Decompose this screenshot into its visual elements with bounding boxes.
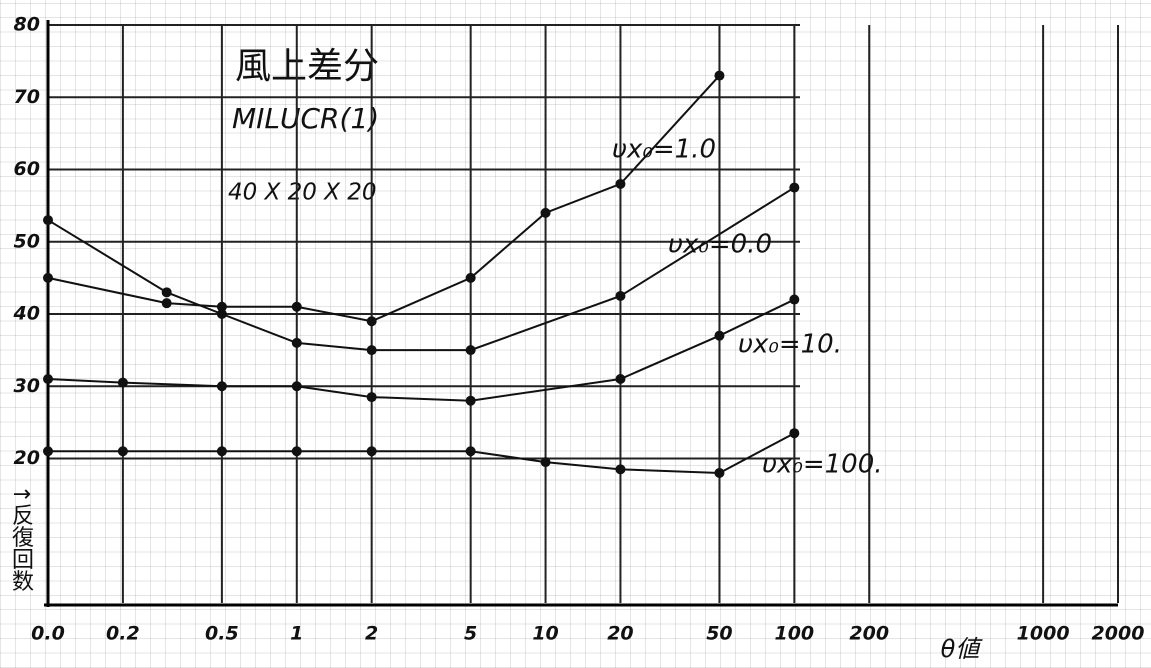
x-tick-label: 2 — [365, 623, 378, 645]
data-point — [43, 272, 53, 283]
data-point — [615, 464, 626, 475]
x-tick-label: 1000 — [1017, 623, 1070, 645]
data-point — [117, 446, 128, 457]
data-point — [465, 446, 476, 457]
data-point — [291, 446, 302, 457]
data-point — [465, 272, 476, 283]
data-point — [216, 446, 227, 457]
series-line — [47, 186, 795, 352]
series-label: υx₀=0.0 — [668, 230, 772, 260]
data-point — [789, 428, 800, 439]
series-label: υx₀=10. — [738, 330, 842, 360]
data-point — [117, 377, 128, 388]
series-line — [48, 432, 795, 474]
data-point — [216, 381, 227, 392]
data-point — [789, 294, 800, 305]
x-tick-label: 5 — [464, 623, 477, 645]
data-point — [216, 301, 227, 312]
data-point — [43, 374, 53, 385]
x-tick-label: 2000 — [1092, 623, 1145, 645]
x-tick-label: 0.5 — [205, 623, 239, 645]
x-tick-label: 20 — [607, 623, 633, 645]
data-point — [714, 330, 725, 341]
grid — [47, 24, 1119, 603]
series-label: υx₀=100. — [762, 450, 883, 480]
y-tick-label: 50 — [14, 230, 40, 252]
data-point — [366, 392, 377, 403]
data-point — [714, 467, 725, 478]
data-point — [43, 215, 53, 226]
data-point — [291, 301, 302, 312]
x-tick-label: 1 — [290, 623, 303, 645]
data-point — [366, 345, 377, 356]
data-point — [615, 374, 626, 385]
y-tick-label: 40 — [13, 303, 40, 325]
y-axis-label: ↑反復回数 — [8, 485, 34, 592]
data-point — [161, 298, 172, 309]
data-point — [714, 70, 725, 81]
x-tick-label: 0.2 — [106, 623, 140, 645]
data-point — [216, 309, 227, 319]
y-tick-label: 20 — [14, 447, 40, 469]
data-point — [366, 446, 377, 457]
data-point — [291, 337, 302, 348]
x-tick-label: 10 — [532, 623, 558, 645]
data-point — [291, 381, 302, 392]
y-tick-label: 80 — [14, 14, 40, 36]
y-tick-label: 60 — [14, 158, 40, 180]
data-point — [540, 207, 551, 218]
data-point — [789, 182, 800, 193]
x-tick-label: 0.0 — [31, 623, 65, 645]
data-point — [465, 345, 476, 356]
series-line — [47, 74, 721, 323]
grid-size-note: 40 X 20 X 20 — [228, 180, 377, 206]
chart-subtitle: MILUCR(1) — [232, 102, 379, 135]
data-point — [540, 457, 551, 468]
x-axis-label: θ値 — [941, 635, 984, 663]
data-point — [43, 446, 53, 457]
y-tick-label: 30 — [14, 375, 40, 397]
data-point — [366, 316, 377, 327]
data-point — [161, 287, 172, 298]
x-tick-label: 100 — [774, 623, 814, 645]
y-tick-label: 70 — [14, 86, 40, 108]
series-label: υx₀=1.0 — [612, 135, 716, 165]
chart-title: 風上差分 — [235, 46, 379, 87]
x-tick-label: 200 — [849, 623, 889, 645]
data-point — [465, 395, 476, 406]
x-tick-label: 50 — [706, 623, 732, 645]
data-point — [615, 290, 626, 301]
data-point — [615, 178, 626, 189]
